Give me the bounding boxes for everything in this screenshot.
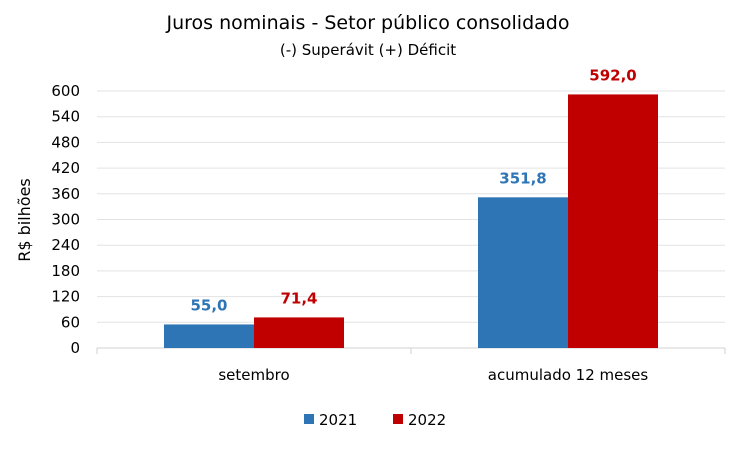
legend-swatch-2022 xyxy=(393,414,403,424)
y-tick-label: 420 xyxy=(51,159,80,177)
data-label: 55,0 xyxy=(190,296,227,314)
x-tick-label: acumulado 12 meses xyxy=(488,366,649,384)
y-tick-label: 180 xyxy=(51,262,80,280)
y-tick-label: 60 xyxy=(61,313,80,331)
legend-label: 2022 xyxy=(408,411,446,429)
bar-2022-1 xyxy=(568,94,658,348)
data-label: 351,8 xyxy=(499,169,546,187)
data-label: 71,4 xyxy=(280,289,317,307)
bar-2021-0 xyxy=(164,324,254,348)
chart-title: Juros nominais - Setor público consolida… xyxy=(166,12,570,34)
x-tick-label: setembro xyxy=(218,366,289,384)
legend-swatch-2021 xyxy=(304,414,314,424)
y-tick-label: 0 xyxy=(70,339,80,357)
bar-2022-0 xyxy=(254,317,344,348)
y-tick-label: 360 xyxy=(51,185,80,203)
y-tick-label: 120 xyxy=(51,288,80,306)
y-tick-label: 600 xyxy=(51,82,80,100)
chart-subtitle: (-) Superávit (+) Déficit xyxy=(280,41,456,59)
y-tick-label: 480 xyxy=(51,133,80,151)
y-tick-label: 300 xyxy=(51,211,80,229)
legend-label: 2021 xyxy=(319,411,357,429)
y-tick-label: 240 xyxy=(51,236,80,254)
y-tick-label: 540 xyxy=(51,108,80,126)
data-label: 592,0 xyxy=(589,66,636,84)
y-axis-label: R$ bilhões xyxy=(15,178,34,262)
bar-2021-1 xyxy=(478,197,568,348)
